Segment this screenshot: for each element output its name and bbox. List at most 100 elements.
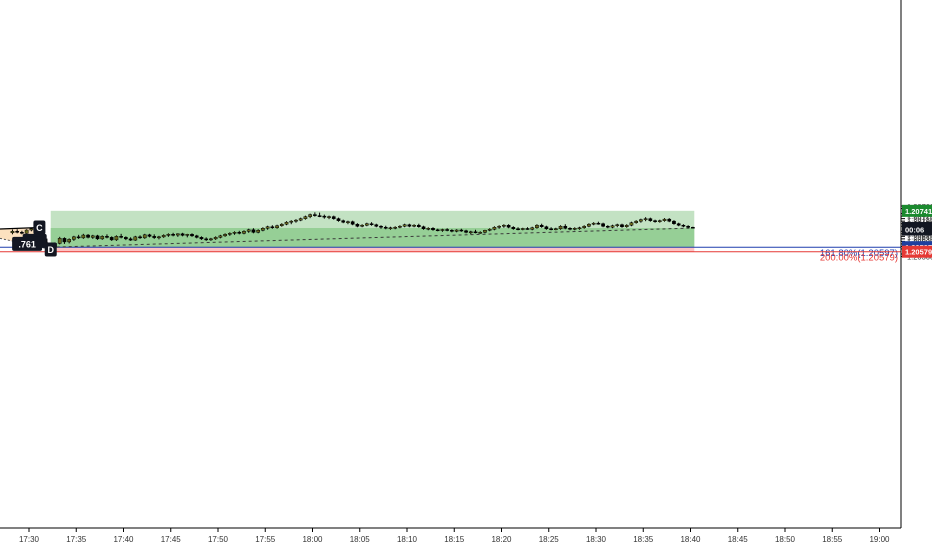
candle-body [237,232,242,234]
time-tick-label: 18:40 [680,535,701,544]
candle-body [426,228,431,230]
trend-line [50,227,695,248]
time-axis[interactable]: 17:30 17:35 17:40 17:45 17:50 17:55 18:00 18:05… [0,527,901,544]
pattern-label-box [33,220,46,235]
candle-body [350,221,355,225]
time-tick-label: 17:30 [19,535,40,544]
candle-body [639,219,643,222]
candle-body [374,224,379,227]
candle-body [15,231,20,233]
candle-body [90,235,95,238]
candle-body [218,235,223,238]
candle-body [298,218,303,221]
time-tick-label: 18:30 [586,535,607,544]
pattern-label: C [36,223,43,233]
candle-body [587,223,591,227]
candle-body [95,235,100,240]
time-tick-label: 17:40 [113,535,134,544]
candle-body [681,224,686,227]
candle-body [346,221,350,223]
candle-body [525,228,530,230]
price-tick-label: 1.20640 [907,232,932,241]
candle-body [119,236,123,238]
price-tick-label: 1.20710 [907,215,932,224]
candle-body [535,224,539,228]
fib-level-label: 161.80%(1.20597) [820,248,898,259]
price-badge-label: 1.20579 [905,248,932,257]
candle-body [648,218,653,221]
time-tick-label: 18:10 [397,535,418,544]
candle-body [497,225,501,228]
candle-body [251,229,256,233]
candle-body [336,218,341,221]
candle-body [379,225,383,228]
candle-body [147,234,152,237]
candle-body [114,236,119,241]
candle-body [100,236,105,240]
loss-zone [50,247,695,252]
time-tick-label: 18:15 [444,535,465,544]
candle-body [57,238,62,244]
candle-body [67,239,72,243]
candle-body [138,236,142,239]
candle-body [563,225,568,229]
time-tick-label: 17:35 [66,535,87,544]
candle-body [487,229,492,231]
price-badge-label: 00:06 [905,226,924,235]
candle-body [322,215,327,218]
candle-body [577,227,582,229]
candle-body [643,218,648,220]
candle-body [213,237,218,240]
candle-body [355,223,360,227]
candle-body [308,214,312,217]
pattern-labels: CD4.5.761 [12,220,57,257]
time-tick-label: 19:00 [869,535,890,544]
candle-body [558,225,563,230]
candle-body [289,220,294,223]
candle-body [691,226,695,229]
candle-body [275,225,279,228]
candle-body [161,235,166,238]
candle-body [29,228,34,231]
candle-body [421,226,426,230]
candle-body [175,233,180,236]
candle-body [572,228,577,230]
candle-body [313,214,317,216]
candle-body [279,223,284,226]
candle-body [360,224,364,227]
candle-body [388,227,393,229]
candle-body [435,229,440,232]
candle-body [72,236,76,240]
candle-body [383,226,388,229]
price-axis[interactable]: 1.207601.207501.207301.207201.207101.207… [900,0,932,550]
price-tick-label: 1.20630 [907,235,932,244]
candle-body [105,236,109,238]
candle-body [601,223,605,227]
candle-body [364,223,369,226]
candle-body [261,228,265,231]
candle-body [416,224,421,227]
candle-body [591,222,596,225]
time-tick-label: 18:35 [633,535,654,544]
price-badge [902,245,932,258]
candle-body [331,216,336,219]
candle-body [440,229,445,231]
candle-body [256,230,261,233]
pattern-label: .761 [18,239,36,249]
candle-body [303,216,308,219]
candle-body [553,228,558,231]
candle-body [204,238,209,241]
candle-body [24,229,29,234]
candle-body [686,225,690,228]
candle-body [242,231,246,234]
candle-body [634,220,639,223]
candle-body [369,223,374,225]
time-tick-label: 18:25 [539,535,560,544]
candle-body [166,234,171,236]
price-badge-label: 1.20741 [905,207,932,216]
candle-body [615,224,620,226]
candle-body [402,224,407,227]
